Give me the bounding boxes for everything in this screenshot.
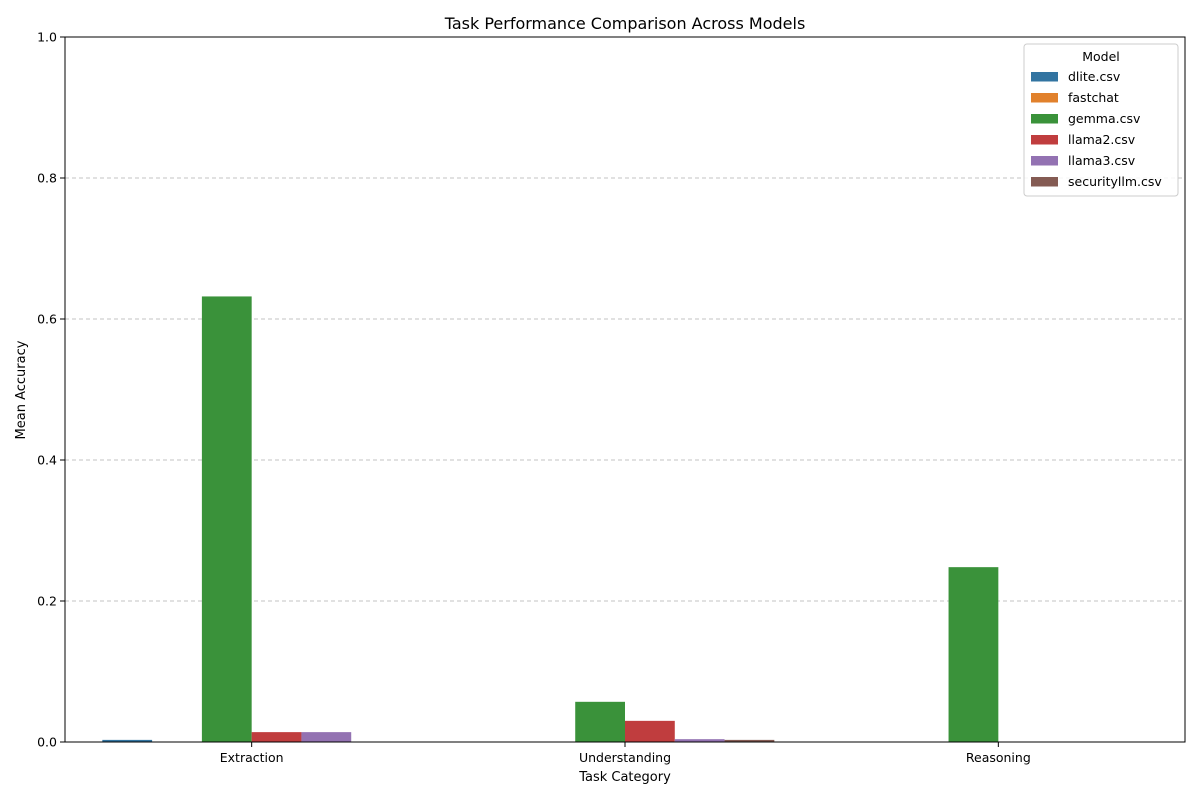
y-tick-label: 0.0 xyxy=(37,735,57,750)
y-tick-label: 0.4 xyxy=(37,453,57,468)
bar xyxy=(251,732,302,742)
y-tick-label: 0.8 xyxy=(37,171,57,186)
x-axis-ticks: Extraction Understanding Reasoning xyxy=(220,742,1031,765)
bar xyxy=(674,739,725,742)
bars-group xyxy=(102,296,999,742)
legend-item-label: dlite.csv xyxy=(1068,69,1121,84)
bar xyxy=(724,739,775,742)
y-tick-label: 1.0 xyxy=(37,30,57,45)
legend-item-label: gemma.csv xyxy=(1068,111,1141,126)
legend-swatch xyxy=(1031,72,1058,82)
legend-item-label: securityllm.csv xyxy=(1068,174,1162,189)
legend-swatch xyxy=(1031,93,1058,103)
x-tick-label: Understanding xyxy=(579,750,671,765)
bar xyxy=(575,701,625,742)
x-tick-label: Extraction xyxy=(220,750,284,765)
bar xyxy=(948,567,999,742)
legend-title: Model xyxy=(1082,49,1120,64)
y-axis-ticks: 0.0 0.2 0.4 0.6 0.8 1.0 xyxy=(37,30,65,750)
legend-swatch xyxy=(1031,177,1058,187)
legend-item-label: llama3.csv xyxy=(1068,153,1136,168)
bar xyxy=(625,720,675,742)
y-tick-label: 0.6 xyxy=(37,312,57,327)
y-axis-label: Mean Accuracy xyxy=(14,340,29,439)
x-axis-label: Task Category xyxy=(578,770,671,785)
legend: Model dlite.csv fastchat gemma.csv llama2.cs… xyxy=(1023,43,1179,197)
legend-item-label: llama2.csv xyxy=(1068,132,1136,147)
legend-swatch xyxy=(1031,114,1058,124)
legend-item-label: fastchat xyxy=(1068,90,1119,105)
x-tick-label: Reasoning xyxy=(966,750,1031,765)
chart-title: Task Performance Comparison Across Model… xyxy=(444,14,806,33)
legend-swatch xyxy=(1031,156,1058,166)
bar xyxy=(301,732,352,742)
legend-swatch xyxy=(1031,135,1058,145)
bar xyxy=(201,296,252,742)
bar xyxy=(102,739,153,742)
y-tick-label: 0.2 xyxy=(37,594,57,609)
legend-box xyxy=(1023,43,1179,197)
